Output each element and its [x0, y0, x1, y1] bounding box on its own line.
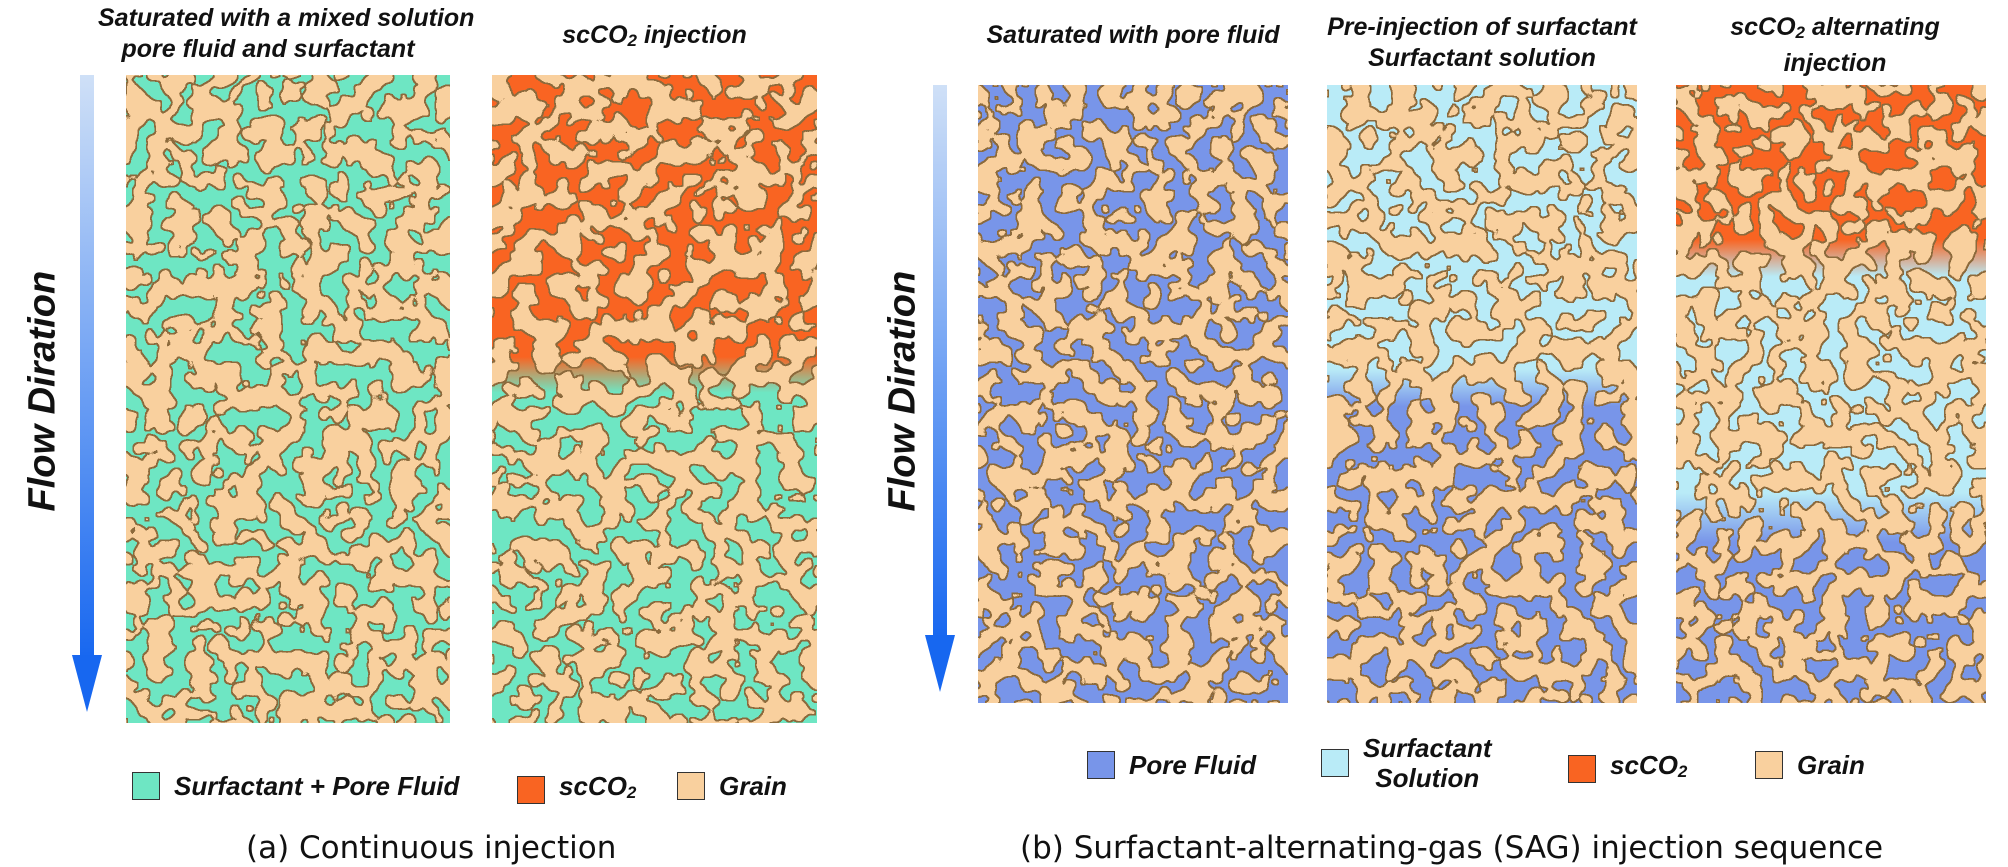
panel-a2-title-tail: injection: [637, 21, 747, 49]
panel-a2-title-main: scCO: [562, 21, 628, 49]
legend-swatch: [677, 772, 705, 800]
legend-label-main: scCO: [1610, 750, 1678, 780]
legend-label: Pore Fluid: [1129, 750, 1257, 780]
legend-a-surf-pore: Surfactant + Pore Fluid: [132, 771, 459, 801]
legend-label: scCO2: [559, 771, 636, 808]
legend-swatch: [1755, 751, 1783, 779]
flow-arrow-b: [925, 85, 955, 692]
legend-b-grain: Grain: [1755, 750, 1865, 780]
panel-b3-pattern: [1676, 85, 1986, 703]
panel-b2-title-line1: Pre-injection of surfactant: [1327, 13, 1637, 41]
legend-label-line1: Surfactant: [1363, 733, 1492, 763]
legend-label-main: scCO: [559, 771, 627, 801]
panel-a2-title: scCO2 injection: [492, 20, 817, 56]
panel-b3-title-tail: alternating: [1805, 13, 1940, 41]
panel-b3-title-sub: 2: [1795, 23, 1806, 42]
panel-b1-title-line1: Saturated with pore fluid: [986, 21, 1280, 49]
legend-label: Surfactant + Pore Fluid: [174, 771, 460, 801]
panel-a1-title-line1: Saturated with a mixed solution: [98, 4, 475, 32]
caption-b: (b) Surfactant-alternating-gas (SAG) inj…: [1020, 830, 1884, 866]
panel-b1-pattern: [978, 85, 1288, 703]
panel-a1-title: Saturated with a mixed solution pore flu…: [98, 3, 475, 65]
legend-swatch: [517, 775, 545, 804]
legend-a-grain: Grain: [677, 771, 787, 801]
legend-b-pore: Pore Fluid: [1087, 750, 1256, 780]
legend-label: Surfactant Solution: [1363, 733, 1492, 793]
flow-label-b: Flow Diration: [881, 270, 924, 512]
panel-a2-pattern: [492, 75, 817, 723]
panel-b2-title-line2: Surfactant solution: [1368, 44, 1596, 72]
caption-a: (a) Continuous injection: [246, 830, 617, 866]
legend-a-scco2: scCO2: [517, 771, 636, 808]
legend-b-scco2: scCO2: [1568, 750, 1687, 787]
legend-label: Grain: [1797, 750, 1865, 780]
legend-swatch: [1321, 749, 1349, 777]
panel-b1: [978, 85, 1288, 703]
panel-a1: [126, 75, 450, 723]
panel-b3: [1676, 85, 1986, 703]
legend-label-sub: 2: [626, 783, 637, 802]
legend-b-surfactant: Surfactant Solution: [1321, 733, 1492, 793]
panel-b3-title-line1: scCO2 alternating: [1675, 12, 1995, 48]
panel-b1-title: Saturated with pore fluid: [973, 20, 1293, 51]
flow-label-a: Flow Diration: [21, 270, 64, 512]
panel-b3-title: scCO2 alternating injection: [1675, 12, 1995, 79]
legend-swatch: [1087, 751, 1115, 779]
panel-b3-title-line2: injection: [1783, 49, 1887, 77]
legend-label: Grain: [719, 771, 787, 801]
panel-b2-title: Pre-injection of surfactant Surfactant s…: [1322, 12, 1642, 74]
panel-b2-pattern: [1327, 85, 1637, 703]
legend-swatch: [1568, 754, 1596, 783]
panel-b2: [1327, 85, 1637, 703]
flow-arrow-a: [72, 75, 102, 712]
legend-label: scCO2: [1610, 750, 1687, 787]
legend-label-sub: 2: [1677, 762, 1688, 781]
panel-a1-title-line2: pore fluid and surfactant: [121, 35, 415, 63]
legend-swatch: [132, 772, 160, 800]
panel-a1-pattern: [126, 75, 450, 723]
legend-label-line2: Solution: [1375, 763, 1480, 793]
panel-b3-title-main: scCO: [1730, 13, 1796, 41]
panel-a2-title-sub: 2: [627, 31, 638, 50]
panel-a2: [492, 75, 817, 723]
